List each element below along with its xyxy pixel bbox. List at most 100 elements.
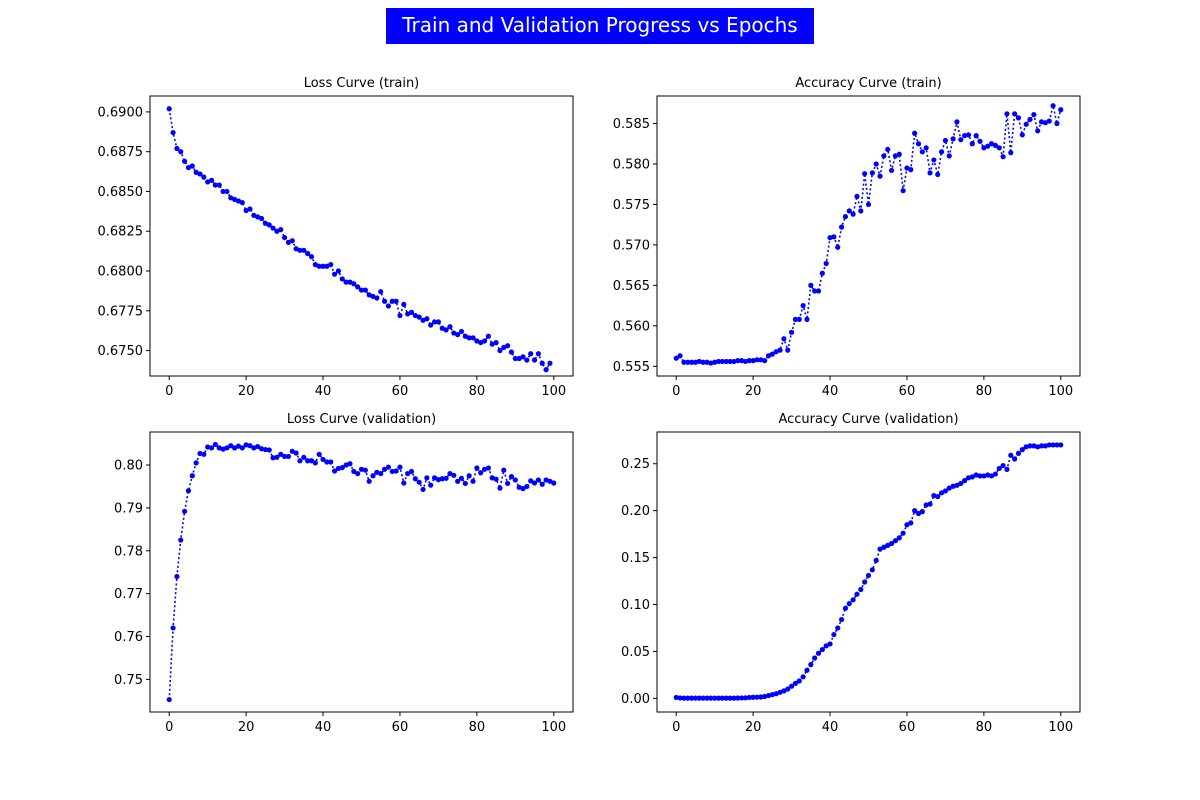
data-point (877, 546, 883, 552)
y-tick-label: 0.565 (613, 279, 650, 294)
data-point (1012, 111, 1018, 117)
data-point (919, 509, 925, 515)
data-point (208, 177, 215, 183)
data-point (915, 510, 922, 517)
data-point (819, 270, 825, 276)
data-point (677, 353, 683, 359)
data-point (796, 678, 802, 684)
data-point (305, 250, 311, 257)
data-point (862, 171, 868, 177)
data-point (938, 149, 945, 155)
data-point (681, 695, 687, 701)
x-tick-label: 60 (899, 384, 916, 399)
data-point (278, 227, 284, 233)
data-point (401, 301, 407, 308)
data-point (1058, 107, 1064, 113)
data-point (1019, 132, 1025, 138)
data-point (804, 667, 810, 673)
data-point (715, 695, 722, 701)
data-point (389, 298, 395, 304)
data-point (919, 149, 925, 155)
data-point (520, 354, 526, 360)
data-point (800, 674, 806, 680)
x-tick-label: 80 (469, 720, 486, 735)
y-tick-label: 0.00 (621, 692, 650, 707)
data-point (405, 470, 411, 477)
data-point (996, 465, 1002, 472)
data-point (842, 605, 849, 611)
data-point (551, 480, 557, 486)
data-point (692, 695, 699, 701)
x-tick-label: 40 (315, 720, 332, 735)
data-point (320, 456, 326, 463)
data-point (543, 367, 549, 373)
data-point (1015, 450, 1022, 456)
data-point (965, 132, 972, 138)
data-point (224, 188, 230, 195)
data-point (166, 106, 172, 112)
data-point (539, 481, 545, 487)
data-point (1004, 466, 1010, 472)
data-point (274, 454, 280, 460)
data-point (189, 163, 195, 169)
y-tick-label: 0.79 (114, 501, 143, 516)
y-tick-label: 0.555 (613, 360, 650, 375)
data-point (505, 343, 511, 349)
y-tick-label: 0.6775 (98, 304, 144, 319)
x-tick-label: 40 (315, 384, 332, 399)
data-point (1058, 442, 1064, 448)
data-point (374, 295, 380, 301)
data-point (397, 312, 403, 319)
data-point (912, 130, 918, 136)
y-tick-label: 0.570 (613, 238, 650, 253)
data-point (808, 662, 814, 668)
data-point (420, 486, 426, 493)
data-point (178, 149, 184, 155)
data-point (938, 490, 945, 496)
data-point (973, 133, 979, 139)
data-point (478, 470, 484, 476)
data-point (800, 303, 806, 309)
data-point (854, 591, 860, 597)
y-tick-label: 0.6875 (98, 145, 144, 160)
data-point (673, 355, 679, 361)
data-point (927, 501, 933, 507)
x-tick-label: 80 (469, 384, 486, 399)
data-point (985, 143, 991, 149)
y-tick-label: 0.05 (621, 645, 650, 660)
data-point (201, 174, 207, 180)
data-point (1019, 447, 1025, 453)
series-line-loss-validation (168, 443, 555, 700)
data-point (742, 695, 749, 701)
data-point (962, 478, 968, 484)
x-tick-label: 100 (541, 384, 566, 399)
data-point (182, 158, 188, 164)
data-point (412, 476, 418, 482)
data-point (865, 201, 872, 208)
data-point (458, 328, 465, 335)
data-point (846, 600, 852, 607)
data-point (1046, 118, 1052, 124)
data-point (197, 171, 203, 177)
data-point (888, 167, 895, 174)
data-point (892, 538, 899, 544)
data-point (528, 351, 534, 357)
data-point (435, 319, 442, 325)
data-point (877, 173, 883, 179)
data-point (270, 225, 276, 231)
data-point (1027, 116, 1033, 123)
data-point (792, 680, 799, 686)
data-point (308, 254, 315, 260)
y-tick-label: 0.6800 (98, 265, 144, 280)
data-point (885, 542, 891, 548)
data-point (455, 332, 461, 338)
data-point (270, 455, 276, 461)
data-point (458, 475, 465, 481)
x-tick-label: 0 (165, 384, 173, 399)
data-point (754, 357, 760, 363)
data-point (462, 480, 468, 487)
panel-loss-validation: Loss Curve (validation) 0 20 40 60 80 100 0.75 0… (114, 412, 574, 735)
data-point (958, 480, 964, 487)
data-point (485, 333, 491, 339)
data-point (1031, 112, 1037, 118)
